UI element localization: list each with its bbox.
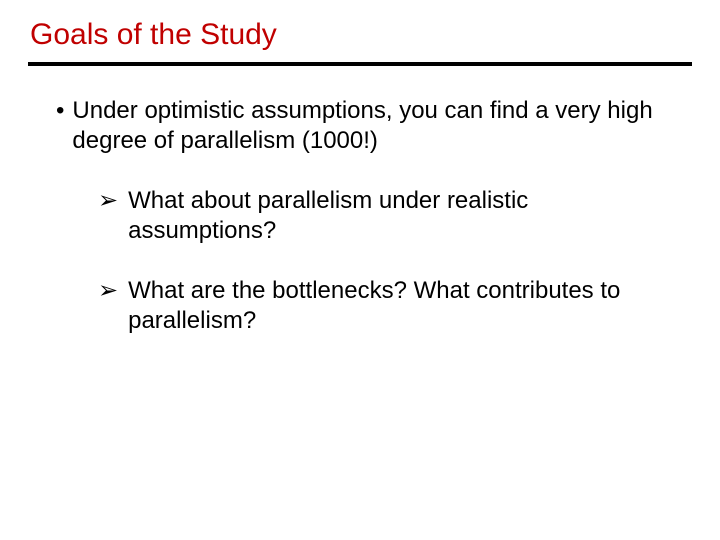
sub-bullet-item: ➢ What about parallelism under realistic…	[98, 186, 670, 246]
sub-bullet-list: ➢ What about parallelism under realistic…	[56, 186, 670, 336]
bullet-item: • Under optimistic assumptions, you can …	[56, 96, 670, 156]
slide: Goals of the Study • Under optimistic as…	[0, 0, 720, 540]
sub-bullet-text: What about parallelism under realistic a…	[128, 186, 670, 246]
arrow-icon: ➢	[98, 276, 118, 306]
bullet-marker: •	[56, 96, 64, 126]
bullet-text: Under optimistic assumptions, you can fi…	[72, 96, 670, 156]
sub-bullet-item: ➢ What are the bottlenecks? What contrib…	[98, 276, 670, 336]
slide-title: Goals of the Study	[0, 0, 720, 62]
sub-bullet-text: What are the bottlenecks? What contribut…	[128, 276, 670, 336]
arrow-icon: ➢	[98, 186, 118, 216]
slide-body: • Under optimistic assumptions, you can …	[0, 66, 720, 336]
